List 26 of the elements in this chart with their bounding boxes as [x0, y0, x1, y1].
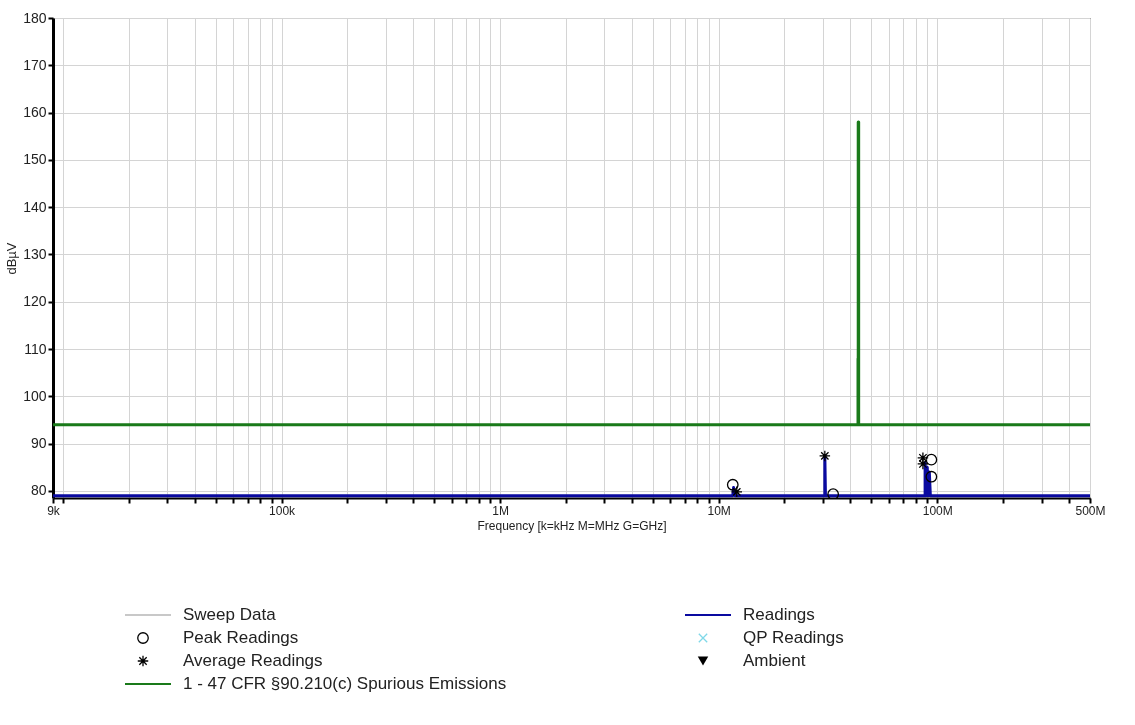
- x-tick-label: 10M: [707, 503, 731, 518]
- legend-label: Ambient: [743, 651, 806, 670]
- y-axis-title: dBµV: [4, 242, 20, 275]
- legend-label: Readings: [743, 605, 815, 624]
- y-tick-label: 90: [30, 435, 47, 452]
- y-tick-label: 140: [23, 198, 47, 215]
- x-tick-label: 100M: [922, 503, 953, 518]
- x-tick-label: 9k: [47, 503, 61, 518]
- x-tick-label: 1M: [492, 503, 509, 518]
- legend-label: Peak Readings: [183, 628, 299, 647]
- y-tick-label: 130: [23, 245, 47, 262]
- legend-label: Average Readings: [183, 651, 323, 670]
- legend-label: 1 - 47 CFR §90.210(c) Spurious Emissions: [183, 674, 507, 693]
- x-tick-label: 500M: [1075, 503, 1106, 518]
- y-tick-label: 170: [23, 56, 47, 73]
- y-tick-label: 120: [23, 293, 47, 310]
- y-tick-label: 180: [23, 9, 47, 26]
- x-axis-title: Frequency [k=kHz M=MHz G=GHz]: [477, 518, 667, 533]
- y-tick-label: 110: [24, 340, 47, 357]
- x-tick-label: 100k: [269, 503, 297, 518]
- y-tick-label: 80: [30, 482, 47, 499]
- legend-label: Sweep Data: [183, 605, 277, 624]
- y-tick-label: 160: [23, 104, 47, 121]
- y-tick-label: 100: [23, 387, 47, 404]
- y-tick-label: 150: [23, 151, 47, 168]
- legend-label: QP Readings: [743, 628, 844, 647]
